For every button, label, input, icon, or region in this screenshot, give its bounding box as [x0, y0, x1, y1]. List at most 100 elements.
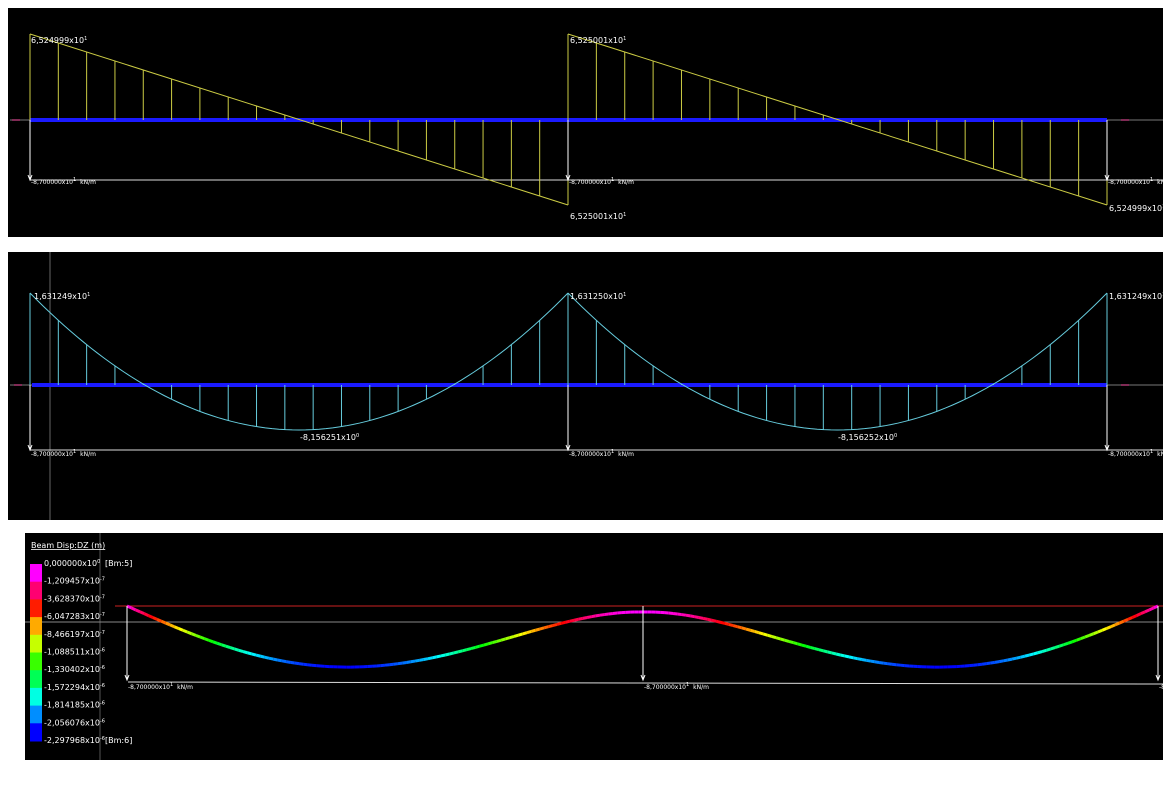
deflection-segment — [840, 653, 846, 658]
displacement-view: -8,700000x101kN/m-8,700000x101kN/m-8,700… — [25, 533, 1163, 760]
deflection-segment — [677, 612, 682, 617]
deflection-segment — [281, 659, 287, 664]
value-label: -3,628370x10-7 — [44, 594, 105, 603]
label-exponent: 1 — [73, 449, 76, 455]
arrow-head — [1104, 444, 1110, 452]
deflection-segment — [998, 659, 1004, 664]
deflection-segment — [1088, 632, 1095, 637]
label-exponent: 1 — [623, 36, 626, 42]
deflection-segment — [195, 633, 201, 639]
deflection-segment — [608, 611, 614, 616]
deflection-segment — [259, 654, 265, 659]
deflection-segment — [470, 645, 476, 651]
deflection-segment — [169, 623, 175, 629]
deflection-segment — [423, 657, 429, 661]
deflection-segment — [509, 634, 515, 640]
deflection-segment — [814, 647, 820, 652]
deflection-segment — [255, 653, 261, 658]
deflection-segment — [818, 648, 824, 653]
deflection-segment — [1045, 647, 1052, 652]
deflection-segment — [264, 655, 270, 660]
deflection-segment — [173, 625, 180, 630]
label-mantissa: -1,330402x10 — [44, 665, 100, 674]
deflection-segment — [513, 633, 519, 638]
deflection-segment — [401, 660, 407, 665]
label-mantissa: -6,047283x10 — [44, 612, 100, 621]
deflection-segment — [1127, 616, 1133, 621]
deflection-segment — [130, 606, 137, 612]
deflection-segment — [1114, 621, 1120, 627]
deflection-segment — [599, 613, 605, 617]
deflection-segment — [186, 630, 193, 636]
deflection-segment — [681, 613, 687, 617]
deflection-segment — [487, 641, 493, 646]
label-mantissa: 6,525001x10 — [570, 212, 623, 221]
legend-swatch — [30, 670, 42, 689]
deflection-segment — [857, 657, 863, 661]
deflection-segment — [604, 612, 609, 617]
legend-swatch — [30, 687, 42, 707]
deflection-segment — [1110, 623, 1116, 629]
label-unit: kN/m — [618, 451, 634, 458]
deflection-segment — [160, 619, 167, 625]
deflection-segment — [552, 622, 558, 627]
deflection-segment — [779, 637, 786, 642]
deflection-segment — [216, 641, 223, 647]
label-mantissa: -8,700000x10 — [31, 179, 73, 186]
label-mantissa: 6,525001x10 — [570, 36, 623, 45]
value-label: -8,466197x10-7 — [44, 630, 105, 639]
value-label: -8,700000x101 kN/m — [128, 682, 193, 691]
deflection-segment — [199, 635, 205, 641]
deflection-segment — [891, 662, 897, 667]
value-label: -8,700000x101 kN/m — [31, 449, 96, 458]
deflection-segment — [694, 615, 700, 619]
deflection-segment — [436, 654, 442, 659]
load-line — [127, 681, 1163, 685]
legend-swatch — [30, 723, 42, 742]
deflection-segment — [707, 617, 712, 622]
deflection-segment — [466, 647, 472, 652]
value-label: 1,631250x101 — [570, 292, 626, 301]
deflection-segment — [543, 625, 549, 630]
legend-swatch — [30, 599, 42, 618]
deflection-segment — [831, 651, 837, 656]
deflection-segment — [393, 662, 399, 666]
deflection-segment — [844, 654, 850, 659]
label-exponent: 1 — [87, 292, 90, 298]
deflection-segment — [548, 624, 554, 629]
deflection-segment — [1016, 655, 1022, 660]
value-label: -8,156251x100 — [300, 433, 359, 442]
deflection-segment — [1050, 646, 1056, 651]
deflection-segment — [492, 639, 498, 645]
deflection-segment — [784, 638, 790, 643]
deflection-segment — [238, 648, 244, 653]
deflection-segment — [1093, 630, 1099, 636]
deflection-segment — [268, 656, 274, 661]
deflection-segment — [848, 655, 854, 660]
deflection-segment — [530, 628, 536, 633]
displacement-panel — [25, 533, 1163, 760]
deflection-segment — [427, 656, 433, 661]
shear-panel — [8, 8, 1163, 237]
deflection-segment — [861, 658, 867, 662]
deflection-segment — [474, 644, 480, 649]
label-exponent: -7 — [100, 594, 105, 600]
deflection-segment — [990, 660, 996, 665]
arrow-head — [1104, 174, 1110, 182]
deflection-segment — [591, 614, 596, 619]
label-unit: kN/m — [177, 684, 193, 691]
label-mantissa: -8,466197x10 — [44, 630, 100, 639]
deflection-segment — [182, 628, 188, 634]
label-exponent: -6 — [100, 718, 105, 724]
deflection-segment — [1118, 619, 1125, 625]
deflection-segment — [560, 620, 566, 625]
legend-swatch — [30, 652, 42, 671]
moment-view: 1,631249x101 1,631250x101 1,631249x101-8,1… — [10, 252, 1169, 520]
deflection-segment — [1037, 650, 1043, 655]
deflection-segment — [1144, 608, 1151, 614]
label-exponent: 1 — [1150, 449, 1153, 455]
label-unit: kN/m — [1157, 451, 1169, 458]
label-exponent: -6 — [100, 665, 105, 671]
deflection-segment — [1075, 637, 1082, 642]
deflection-segment — [1058, 643, 1065, 648]
